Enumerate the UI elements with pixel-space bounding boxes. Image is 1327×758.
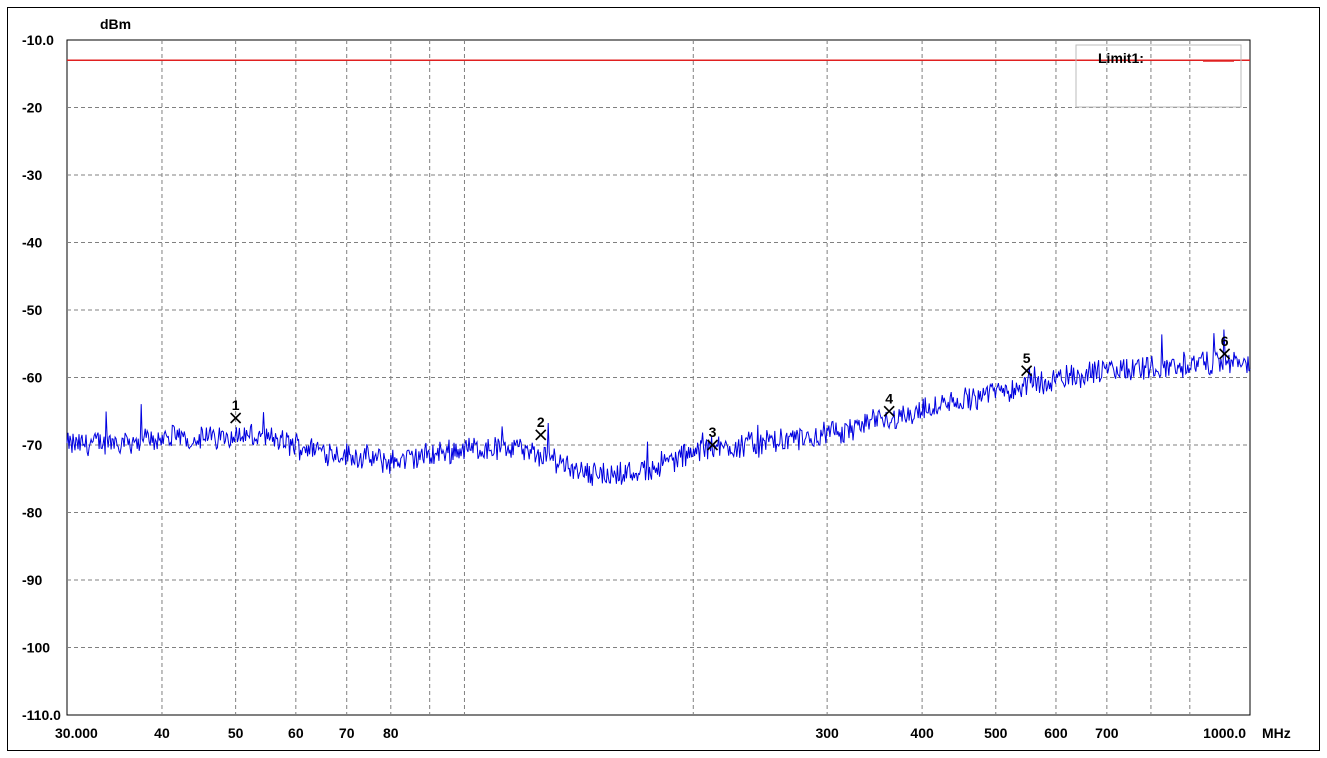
x-tick-label: 400: [910, 725, 934, 741]
marker-3: 3: [706, 424, 719, 451]
marker-group: 1 2 3 4 5 6: [230, 333, 1231, 451]
marker-cross-b: [1219, 348, 1231, 360]
x-tick-label: 40: [154, 725, 170, 741]
marker-5: 5: [1021, 350, 1033, 377]
marker-1: 1: [230, 397, 242, 424]
marker-cross-b: [883, 405, 895, 417]
marker-cross-b: [535, 429, 547, 441]
marker-label: 3: [709, 424, 717, 440]
legend-limit-label: Limit1:: [1098, 50, 1144, 66]
grid-lines: [67, 40, 1250, 715]
x-tick-label: 700: [1095, 725, 1119, 741]
marker-label: 2: [537, 414, 545, 430]
marker-2: 2: [535, 414, 547, 441]
marker-label: 5: [1023, 350, 1031, 366]
x-tick-label: 70: [339, 725, 355, 741]
marker-4: 4: [883, 390, 895, 417]
x-axis-labels: 30.000 40 50 60 70 80 300 400 500 600 700 1000.0: [55, 725, 1246, 741]
y-tick-label: -30: [22, 167, 42, 183]
x-tick-label: 500: [984, 725, 1008, 741]
y-tick-label: -10.0: [22, 32, 54, 48]
marker-cross-b: [230, 412, 242, 424]
x-tick-label: 1000.0: [1203, 725, 1246, 741]
legend-frame: [1075, 44, 1242, 108]
y-tick-label: -100: [22, 640, 50, 656]
x-tick-label: 600: [1044, 725, 1068, 741]
legend-box: Limit1:: [1075, 44, 1242, 108]
y-tick-label: -80: [22, 505, 42, 521]
y-tick-label: -40: [22, 235, 42, 251]
y-tick-label: -20: [22, 100, 42, 116]
y-unit-label: dBm: [100, 16, 131, 32]
marker-cross-b: [706, 439, 719, 451]
y-tick-label: -50: [22, 302, 42, 318]
y-axis-labels: -10.0 -20 -30 -40 -50 -60 -70 -80 -90 -100 -110.0: [22, 32, 61, 723]
y-tick-label: -70: [22, 437, 42, 453]
y-tick-label: -110.0: [22, 707, 61, 723]
chart-frame: [7, 7, 1320, 751]
marker-6: 6: [1219, 333, 1231, 360]
trace-path: [66, 329, 1251, 486]
marker-label: 6: [1221, 333, 1229, 349]
x-tick-label: 60: [288, 725, 304, 741]
x-tick-label: 50: [228, 725, 244, 741]
y-tick-label: -60: [22, 370, 42, 386]
x-tick-label: 300: [815, 725, 839, 741]
trace-series: [66, 329, 1251, 486]
marker-label: 1: [232, 397, 240, 413]
marker-label: 4: [885, 390, 893, 406]
marker-cross-b: [1021, 365, 1033, 377]
x-tick-label: 80: [383, 725, 399, 741]
y-tick-label: -90: [22, 572, 42, 588]
x-unit-label: MHz: [1262, 725, 1291, 741]
x-tick-label: 30.000: [55, 725, 98, 741]
